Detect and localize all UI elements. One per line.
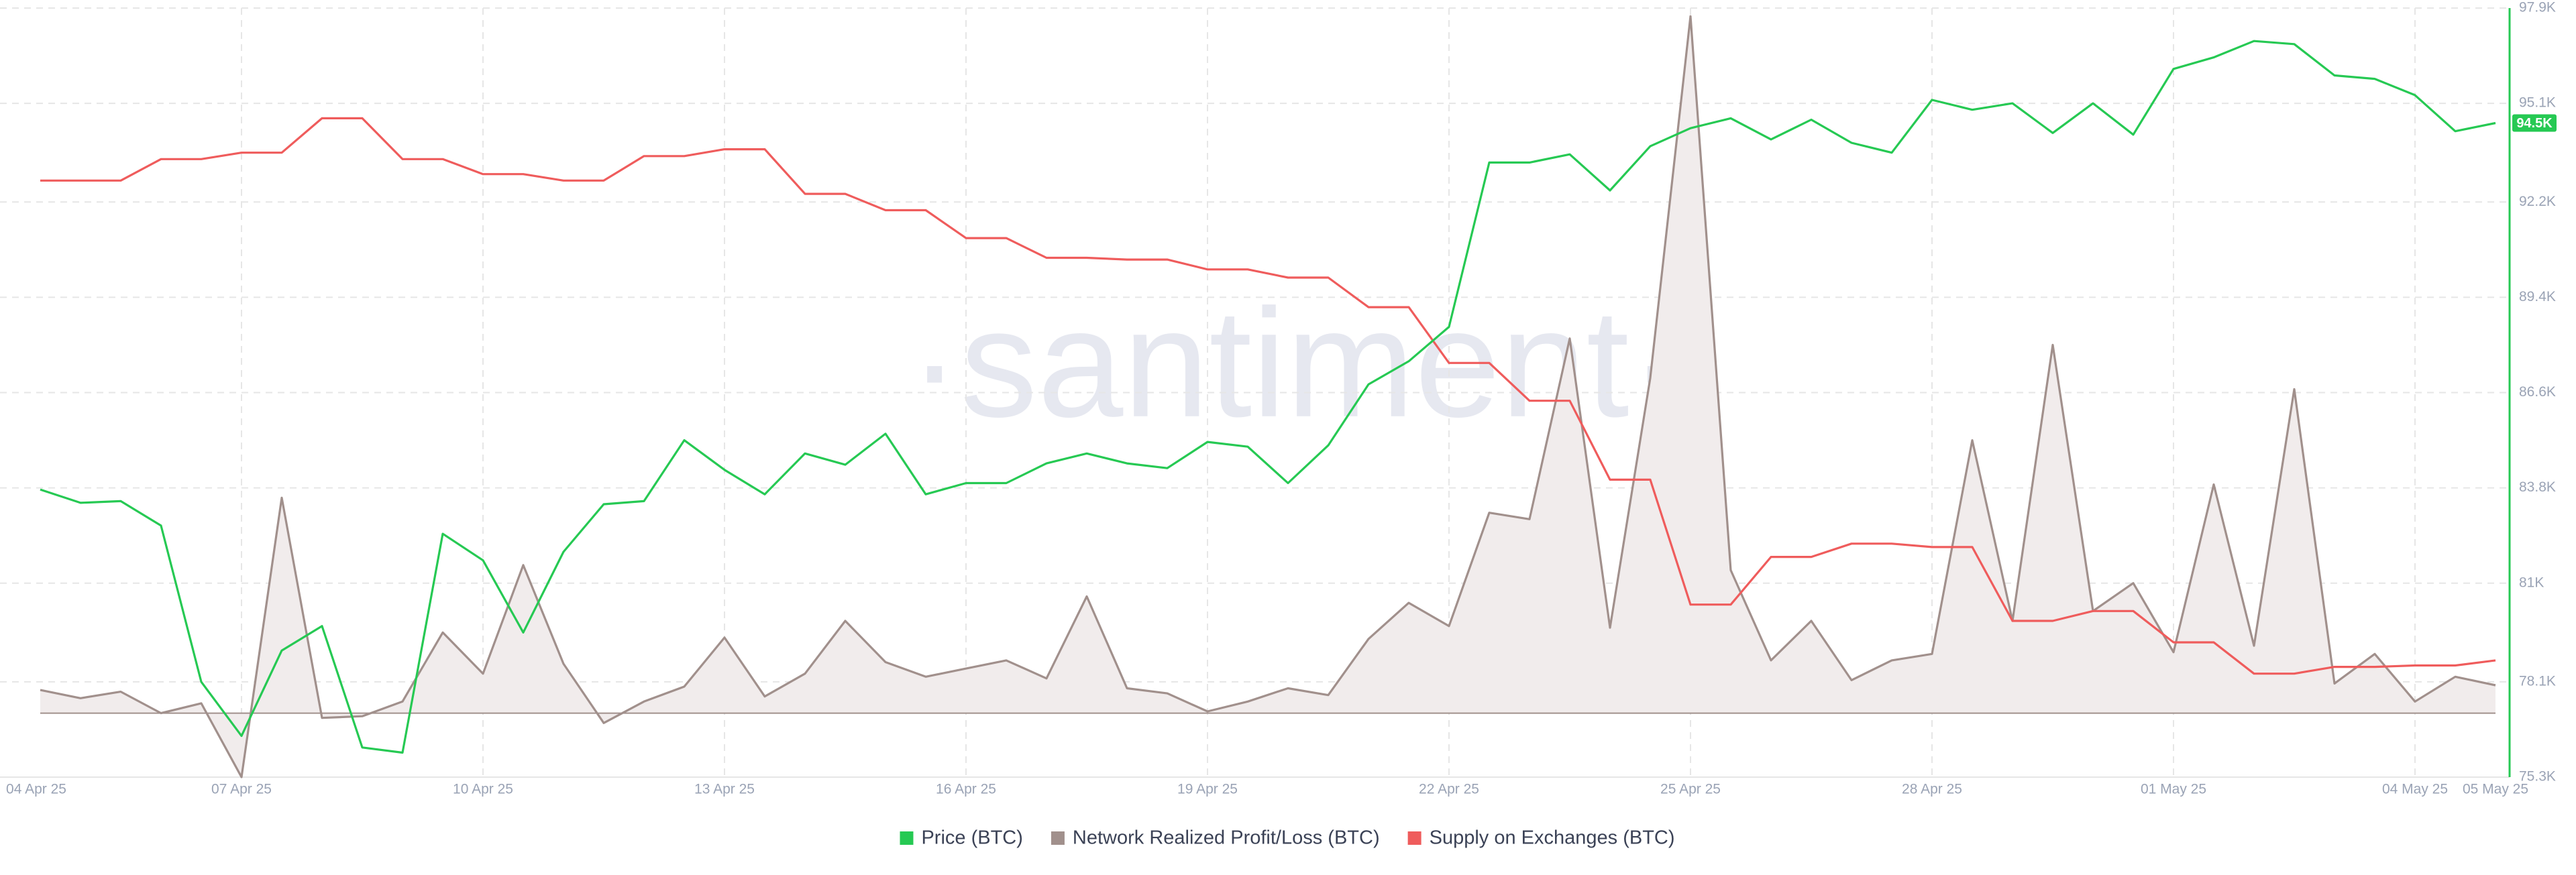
legend-label: Supply on Exchanges (BTC) [1430,827,1675,849]
y-tick-label: 95.1K [2519,95,2556,111]
y-tick-label: 81K [2519,575,2544,590]
y-tick-label: 75.3K [2519,769,2556,784]
x-tick-label: 25 Apr 25 [1660,782,1721,797]
x-tick-label: 22 Apr 25 [1419,782,1479,797]
x-tick-label: 13 Apr 25 [694,782,755,797]
legend-label: Price (BTC) [921,827,1022,849]
x-tick-label: 19 Apr 25 [1177,782,1238,797]
x-tick-label: 04 Apr 25 [6,782,66,797]
legend-swatch [1051,831,1065,845]
series-line [40,15,2496,778]
series-line [40,117,2496,675]
legend-label: Network Realized Profit/Loss (BTC) [1073,827,1380,849]
x-tick-label: 16 Apr 25 [936,782,996,797]
x-tick-label: 01 May 25 [2141,782,2206,797]
x-tick-label: 05 May 25 [2463,782,2528,797]
y-tick-label: 83.8K [2519,479,2556,495]
y-tick-label: 78.1K [2519,673,2556,689]
last-value-badge [2512,114,2557,132]
legend: Price (BTC) Network Realized Profit/Loss … [900,827,1675,849]
y-tick-label: 92.2K [2519,194,2556,209]
x-tick-label: 04 May 25 [2382,782,2448,797]
last-value-label: 94.5K [2516,116,2553,131]
x-tick-label: 10 Apr 25 [453,782,513,797]
y-tick-label: 97.9K [2519,0,2556,15]
x-tick-label: 07 Apr 25 [211,782,272,797]
y-tick-label: 86.6K [2519,384,2556,400]
area [40,16,2496,778]
x-tick-label: 28 Apr 25 [1902,782,1962,797]
y-tick-label: 89.4K [2519,289,2556,304]
series-line [40,40,2496,754]
legend-swatch [900,831,914,845]
legend-swatch [1407,831,1421,845]
